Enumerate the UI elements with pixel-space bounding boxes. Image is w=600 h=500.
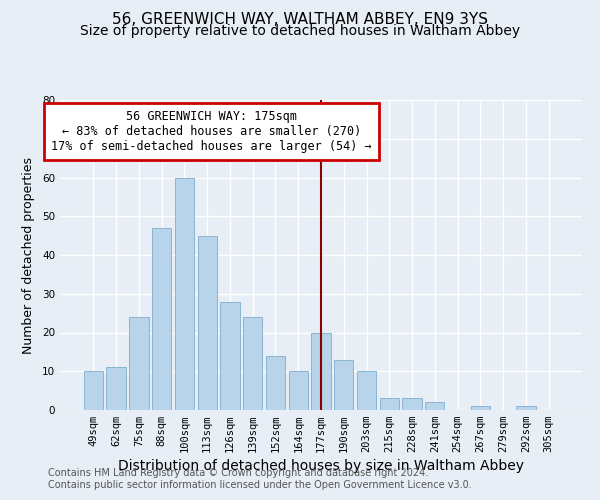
Bar: [470, 406, 490, 410]
Bar: [289, 371, 308, 410]
Bar: [84, 371, 103, 410]
Bar: [220, 302, 239, 410]
Bar: [516, 406, 536, 410]
Bar: [425, 402, 445, 410]
Y-axis label: Number of detached properties: Number of detached properties: [22, 156, 35, 354]
Bar: [106, 368, 126, 410]
Bar: [266, 356, 285, 410]
Text: Contains HM Land Registry data © Crown copyright and database right 2024.: Contains HM Land Registry data © Crown c…: [48, 468, 428, 477]
Text: Size of property relative to detached houses in Waltham Abbey: Size of property relative to detached ho…: [80, 24, 520, 38]
Bar: [243, 317, 262, 410]
Bar: [152, 228, 172, 410]
X-axis label: Distribution of detached houses by size in Waltham Abbey: Distribution of detached houses by size …: [118, 460, 524, 473]
Bar: [403, 398, 422, 410]
Text: 56 GREENWICH WAY: 175sqm
← 83% of detached houses are smaller (270)
17% of semi-: 56 GREENWICH WAY: 175sqm ← 83% of detach…: [52, 110, 372, 152]
Bar: [334, 360, 353, 410]
Bar: [311, 332, 331, 410]
Bar: [197, 236, 217, 410]
Text: Contains public sector information licensed under the Open Government Licence v3: Contains public sector information licen…: [48, 480, 472, 490]
Bar: [129, 317, 149, 410]
Bar: [357, 371, 376, 410]
Text: 56, GREENWICH WAY, WALTHAM ABBEY, EN9 3YS: 56, GREENWICH WAY, WALTHAM ABBEY, EN9 3Y…: [112, 12, 488, 28]
Bar: [380, 398, 399, 410]
Bar: [175, 178, 194, 410]
